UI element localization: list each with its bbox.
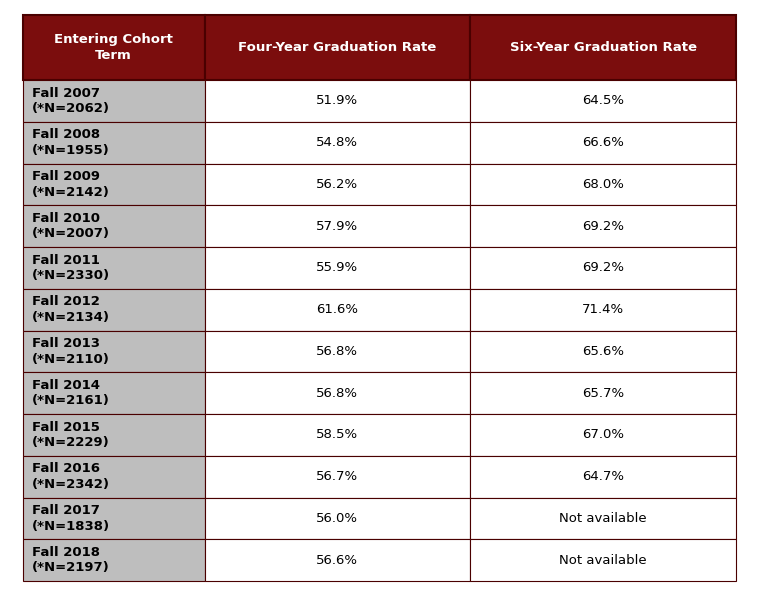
Bar	[205, 289, 470, 331]
Bar	[205, 247, 470, 289]
Bar	[23, 122, 205, 163]
Text: Fall 2009
(*N=2142): Fall 2009 (*N=2142)	[32, 170, 110, 198]
Text: Fall 2014
(*N=2161): Fall 2014 (*N=2161)	[32, 379, 110, 408]
Bar	[23, 247, 205, 289]
Bar	[470, 414, 736, 456]
Text: Fall 2008
(*N=1955): Fall 2008 (*N=1955)	[32, 128, 109, 157]
Text: 68.0%: 68.0%	[582, 178, 624, 191]
Bar	[23, 205, 205, 247]
Bar	[23, 539, 205, 581]
Text: Fall 2013
(*N=2110): Fall 2013 (*N=2110)	[32, 337, 110, 366]
Bar	[470, 205, 736, 247]
Text: 56.7%: 56.7%	[317, 470, 358, 483]
Bar	[205, 205, 470, 247]
Text: Fall 2007
(*N=2062): Fall 2007 (*N=2062)	[32, 86, 110, 115]
Text: 64.7%: 64.7%	[582, 470, 624, 483]
Text: 54.8%: 54.8%	[317, 136, 358, 149]
Text: Fall 2015
(*N=2229): Fall 2015 (*N=2229)	[32, 421, 109, 449]
Bar	[205, 331, 470, 372]
Bar	[470, 247, 736, 289]
Bar	[205, 122, 470, 163]
Text: Not available: Not available	[559, 512, 647, 525]
Text: 55.9%: 55.9%	[317, 262, 358, 274]
Text: Fall 2017
(*N=1838): Fall 2017 (*N=1838)	[32, 504, 110, 533]
Text: Fall 2011
(*N=2330): Fall 2011 (*N=2330)	[32, 254, 110, 282]
Bar	[205, 539, 470, 581]
Bar	[23, 15, 205, 80]
Bar	[23, 163, 205, 205]
Text: 67.0%: 67.0%	[582, 429, 624, 442]
Bar	[205, 498, 470, 539]
Text: Fall 2010
(*N=2007): Fall 2010 (*N=2007)	[32, 212, 110, 240]
Bar	[470, 498, 736, 539]
Bar	[23, 414, 205, 456]
Bar	[23, 80, 205, 122]
Text: 51.9%: 51.9%	[317, 94, 358, 107]
Text: 69.2%: 69.2%	[582, 262, 624, 274]
Bar	[470, 331, 736, 372]
Text: 69.2%: 69.2%	[582, 220, 624, 232]
Bar	[23, 456, 205, 498]
Text: 58.5%: 58.5%	[317, 429, 358, 442]
Bar	[205, 15, 470, 80]
Text: 56.0%: 56.0%	[317, 512, 358, 525]
Text: 56.6%: 56.6%	[317, 554, 358, 567]
Bar	[205, 372, 470, 414]
Text: 71.4%: 71.4%	[582, 303, 624, 316]
Bar	[470, 163, 736, 205]
Text: Not available: Not available	[559, 554, 647, 567]
Bar	[23, 289, 205, 331]
Text: Six-Year Graduation Rate: Six-Year Graduation Rate	[510, 41, 697, 54]
Text: 56.2%: 56.2%	[317, 178, 358, 191]
Text: 66.6%: 66.6%	[582, 136, 624, 149]
Bar	[470, 372, 736, 414]
Text: Fall 2016
(*N=2342): Fall 2016 (*N=2342)	[32, 462, 110, 491]
Text: 65.7%: 65.7%	[582, 387, 624, 400]
Bar	[470, 456, 736, 498]
Text: Entering Cohort
Term: Entering Cohort Term	[55, 33, 173, 62]
Bar	[470, 539, 736, 581]
Text: 56.8%: 56.8%	[317, 345, 358, 358]
Bar	[23, 331, 205, 372]
Bar	[470, 15, 736, 80]
Bar	[23, 498, 205, 539]
Text: 57.9%: 57.9%	[317, 220, 358, 232]
Bar	[470, 80, 736, 122]
Bar	[470, 289, 736, 331]
Bar	[205, 80, 470, 122]
Text: 61.6%: 61.6%	[317, 303, 358, 316]
Text: Four-Year Graduation Rate: Four-Year Graduation Rate	[238, 41, 436, 54]
Text: 56.8%: 56.8%	[317, 387, 358, 400]
Text: Fall 2012
(*N=2134): Fall 2012 (*N=2134)	[32, 296, 110, 324]
Text: 65.6%: 65.6%	[582, 345, 624, 358]
Text: Fall 2018
(*N=2197): Fall 2018 (*N=2197)	[32, 546, 109, 575]
Bar	[205, 414, 470, 456]
Bar	[205, 163, 470, 205]
Bar	[23, 372, 205, 414]
Bar	[205, 456, 470, 498]
Text: 64.5%: 64.5%	[582, 94, 624, 107]
Bar	[470, 122, 736, 163]
